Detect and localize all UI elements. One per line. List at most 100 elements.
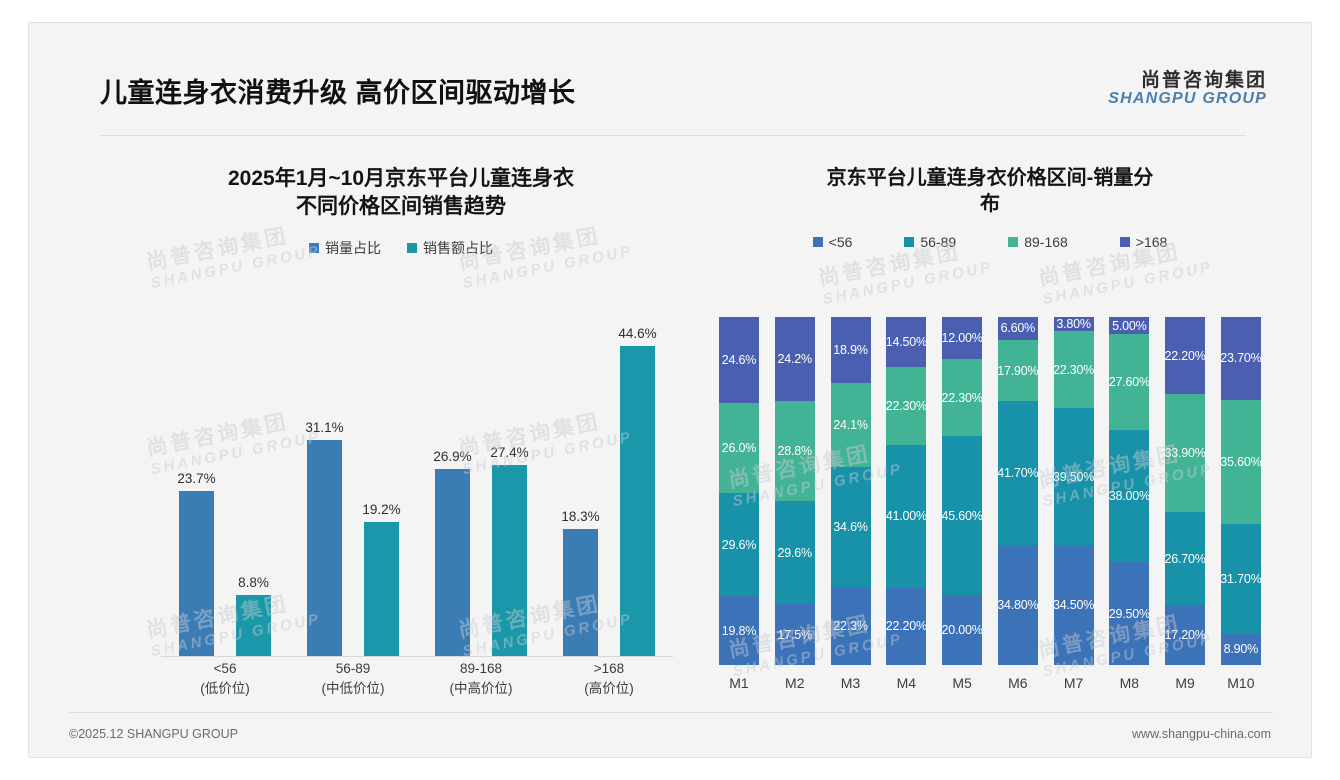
category-label: <56 (低价位) xyxy=(167,659,283,707)
stack-segment[interactable]: 26.0% xyxy=(719,402,759,494)
stacked-bar[interactable]: 18.9% 24.1% 34.6% 22.3% xyxy=(830,317,871,666)
stack-segment[interactable]: 22.30% xyxy=(1053,331,1094,409)
bar[interactable] xyxy=(563,528,598,656)
stack-segment[interactable]: 12.00% xyxy=(941,317,983,359)
stack-segment[interactable]: 28.8% xyxy=(774,401,815,502)
left-chart-title: 2025年1月~10月京东平台儿童连身衣 不同价格区间销售趋势 xyxy=(103,165,699,220)
stack-segment[interactable]: 39.50% xyxy=(1053,408,1094,546)
slide-card: 儿童连身衣消费升级 高价区间驱动增长 尚普咨询集团 SHANGPU GROUP … xyxy=(28,22,1312,758)
stacked-bar[interactable]: 14.50% 22.30% 41.00% 22.20% xyxy=(885,317,927,665)
stack-segment[interactable]: 31.70% xyxy=(1220,523,1262,634)
stack-segment[interactable]: 20.00% xyxy=(941,595,983,665)
bar[interactable] xyxy=(620,345,655,656)
stack-segment[interactable]: 19.8% xyxy=(719,596,759,666)
stack-segment-label: 17.20% xyxy=(1164,628,1206,643)
stack-segment[interactable]: 14.50% xyxy=(886,317,927,368)
stack-segment[interactable]: 22.20% xyxy=(886,587,927,665)
stack-segment[interactable]: 33.90% xyxy=(1165,394,1206,513)
bar-value-label: 8.8% xyxy=(238,574,269,590)
stack-segment-label: 17.90% xyxy=(997,363,1039,378)
stack-segment[interactable]: 18.9% xyxy=(830,317,871,383)
stack-segment[interactable]: 29.6% xyxy=(719,493,759,597)
stack-segment[interactable]: 22.3% xyxy=(830,587,871,666)
right-chart-title: 京东平台儿童连身衣价格区间-销量分 布 xyxy=(701,165,1279,218)
bar-column[interactable]: 44.6% xyxy=(618,308,657,656)
stack-segment[interactable]: 17.5% xyxy=(774,604,815,665)
stack-segment[interactable]: 29.6% xyxy=(774,501,815,605)
stack-segment[interactable]: 34.80% xyxy=(997,545,1039,665)
stacked-bar[interactable]: 24.2% 28.8% 29.6% 17.5% xyxy=(774,317,815,665)
stack-segment[interactable]: 8.90% xyxy=(1220,633,1261,665)
brand-logo: 尚普咨询集团 SHANGPU GROUP xyxy=(1108,71,1267,108)
footer-website[interactable]: www.shangpu-china.com xyxy=(1132,727,1271,741)
legend-item-89-168[interactable]: 89-168 xyxy=(1008,234,1068,250)
logo-chinese-text: 尚普咨询集团 xyxy=(1140,70,1267,91)
stack-segment[interactable]: 24.1% xyxy=(830,382,871,467)
stack-segment-label: 26.70% xyxy=(1164,551,1206,566)
stack-segment-label: 19.8% xyxy=(721,623,757,638)
footer-divider xyxy=(69,712,1273,713)
stacked-bar[interactable]: 3.80% 22.30% 39.50% 34.50% xyxy=(1053,317,1094,665)
bar-column[interactable]: 23.7% xyxy=(177,308,216,656)
bar[interactable] xyxy=(307,439,342,656)
legend-item-sales-volume[interactable]: 销量占比 xyxy=(309,238,381,258)
legend-label: 销售额占比 xyxy=(423,240,493,257)
page-title: 儿童连身衣消费升级 高价区间驱动增长 xyxy=(100,78,576,108)
stacked-bar[interactable]: 6.60% 17.90% 41.70% 34.80% xyxy=(997,317,1039,665)
legend-item-<56[interactable]: <56 xyxy=(812,234,852,250)
stack-segment[interactable]: 26.70% xyxy=(1164,512,1206,606)
stack-segment[interactable]: 22.30% xyxy=(885,367,927,446)
stacked-bar[interactable]: 5.00% 27.60% 38.00% 29.50% xyxy=(1108,317,1150,665)
stacked-bar[interactable]: 12.00% 22.30% 45.60% 20.00% xyxy=(941,317,983,665)
bar-column[interactable]: 18.3% xyxy=(561,308,600,656)
bar[interactable] xyxy=(236,594,271,656)
stack-segment[interactable]: 3.80% xyxy=(1053,317,1094,331)
legend-item-56-89[interactable]: 56-89 xyxy=(904,234,956,250)
category-label-tier: (高价位) xyxy=(584,680,634,696)
bar[interactable] xyxy=(364,522,399,656)
stack-segment[interactable]: 5.00% xyxy=(1109,317,1150,335)
bar[interactable] xyxy=(435,468,470,656)
stack-segment[interactable]: 38.00% xyxy=(1108,430,1150,563)
right-chart-month-labels: M1 M2 M3 M4 M5 M6 M7 M8 M9 M10 xyxy=(719,675,1261,691)
legend-item->168[interactable]: >168 xyxy=(1119,234,1167,250)
bar-column[interactable]: 8.8% xyxy=(236,308,271,656)
stacked-bar[interactable]: 24.6% 26.0% 29.6% 19.8% xyxy=(719,317,759,666)
stack-segment[interactable]: 22.30% xyxy=(941,358,983,437)
stack-segment-label: 27.60% xyxy=(1108,375,1150,390)
stack-segment[interactable]: 17.90% xyxy=(997,339,1039,402)
stack-segment[interactable]: 35.60% xyxy=(1220,399,1262,524)
stack-segment[interactable]: 27.60% xyxy=(1108,334,1150,431)
stack-segment[interactable]: 34.6% xyxy=(830,466,871,588)
stacked-bar[interactable]: 23.70% 35.60% 31.70% 8.90% xyxy=(1220,317,1262,665)
stack-segment[interactable]: 24.2% xyxy=(774,317,815,402)
stack-segment-label: 5.00% xyxy=(1112,318,1147,333)
bar-column[interactable]: 26.9% xyxy=(433,308,472,656)
stack-segment[interactable]: 29.50% xyxy=(1109,562,1150,665)
stack-segment-label: 38.00% xyxy=(1108,489,1150,504)
stack-segment[interactable]: 23.70% xyxy=(1220,317,1262,400)
stacked-bar[interactable]: 22.20% 33.90% 26.70% 17.20% xyxy=(1164,317,1206,665)
category-label-tier: (中低价位) xyxy=(321,680,385,696)
stack-segment[interactable]: 45.60% xyxy=(941,436,983,596)
stack-segment-label: 22.30% xyxy=(885,399,927,414)
right-chart-title-line1: 京东平台儿童连身衣价格区间-销量分 xyxy=(826,167,1154,189)
stack-segment[interactable]: 41.70% xyxy=(997,401,1039,546)
bar[interactable] xyxy=(179,491,214,656)
stack-segment[interactable]: 22.20% xyxy=(1165,317,1206,395)
bar-column[interactable]: 31.1% xyxy=(305,308,344,656)
bar-column[interactable]: 27.4% xyxy=(490,308,529,656)
stack-segment-label: 24.1% xyxy=(833,417,868,432)
left-chart-legend: 销量占比 销售额占比 xyxy=(103,238,699,258)
stack-segment[interactable]: 41.00% xyxy=(886,445,927,588)
stack-segment[interactable]: 6.60% xyxy=(997,317,1038,340)
category-label-tier: (中高价位) xyxy=(449,680,513,696)
stack-segment[interactable]: 34.50% xyxy=(1053,545,1094,665)
legend-item-sales-amount[interactable]: 销售额占比 xyxy=(407,238,493,258)
month-label: M2 xyxy=(785,675,805,691)
stack-segment[interactable]: 24.6% xyxy=(719,317,759,403)
stack-segment[interactable]: 17.20% xyxy=(1164,605,1206,665)
bar-column[interactable]: 19.2% xyxy=(362,308,401,656)
bar-value-label: 27.4% xyxy=(490,445,529,461)
bar[interactable] xyxy=(492,465,527,656)
